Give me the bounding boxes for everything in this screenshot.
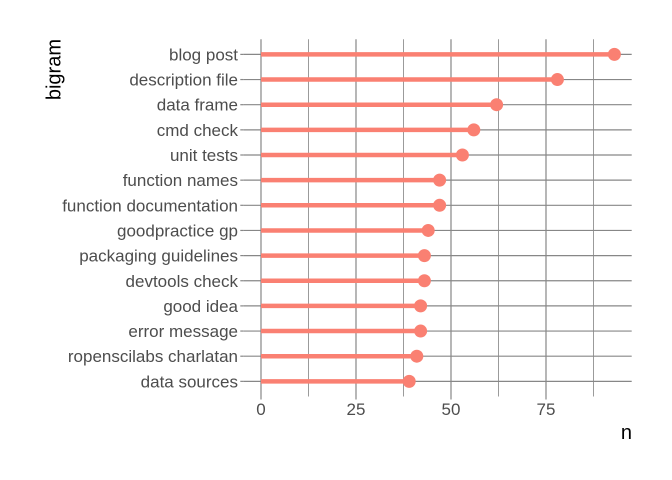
lollipop-row [261,148,469,162]
y-tick-label: devtools check [126,272,239,291]
lollipop-row [261,198,447,212]
y-tick-label: data frame [157,96,238,115]
x-axis-title: n [621,422,632,444]
y-tick-label: ropenscilabs charlatan [68,347,238,366]
y-tick-label: goodpractice gp [117,221,238,240]
lollipop-dot [467,123,481,137]
lollipop-dot [421,223,435,237]
y-tick-label: packaging guidelines [79,247,238,266]
lollipop-dot [410,349,424,363]
lollipop-row [261,324,428,338]
lollipop-row [261,299,428,313]
lollipop-row [261,223,435,237]
lollipop-row [261,173,447,187]
lollipop-dot [414,299,428,313]
lollipop-dot [607,47,621,61]
y-tick-label: good idea [163,297,238,316]
lollipop-dot [433,173,447,187]
y-tick-label: unit tests [170,146,238,165]
lollipop-row [261,274,431,288]
lollipop-row [261,249,431,263]
lollipop-row [261,374,416,388]
x-tick-label: 25 [347,400,366,419]
y-tick-label: error message [128,322,238,341]
grid-layer [240,39,632,400]
lollipop-dot [550,73,564,87]
lollipop-row [261,98,504,112]
lollipop-layer [261,47,621,388]
x-tick-label: 50 [442,400,461,419]
y-tick-label: function documentation [62,196,238,215]
x-tick-label: 0 [256,400,265,419]
y-axis-title: bigram [44,39,66,100]
lollipop-dot [433,198,447,212]
lollipop-row [261,73,564,87]
axis-label-layer: blog post description file data frame cmd c… [62,45,555,419]
lollipop-dot [455,148,469,162]
lollipop-row [261,47,621,61]
lollipop-dot [417,274,431,288]
x-tick-label: 75 [537,400,556,419]
lollipop-dot [402,374,416,388]
lollipop-row [261,123,481,137]
lollipop-dot [490,98,504,112]
y-tick-label: description file [129,71,238,90]
y-tick-label: function names [123,171,238,190]
y-tick-label: blog post [169,45,238,64]
y-tick-label: data sources [141,372,238,391]
lollipop-dot [417,249,431,263]
lollipop-dot [414,324,428,338]
y-tick-label: cmd check [157,121,239,140]
lollipop-row [261,349,424,363]
